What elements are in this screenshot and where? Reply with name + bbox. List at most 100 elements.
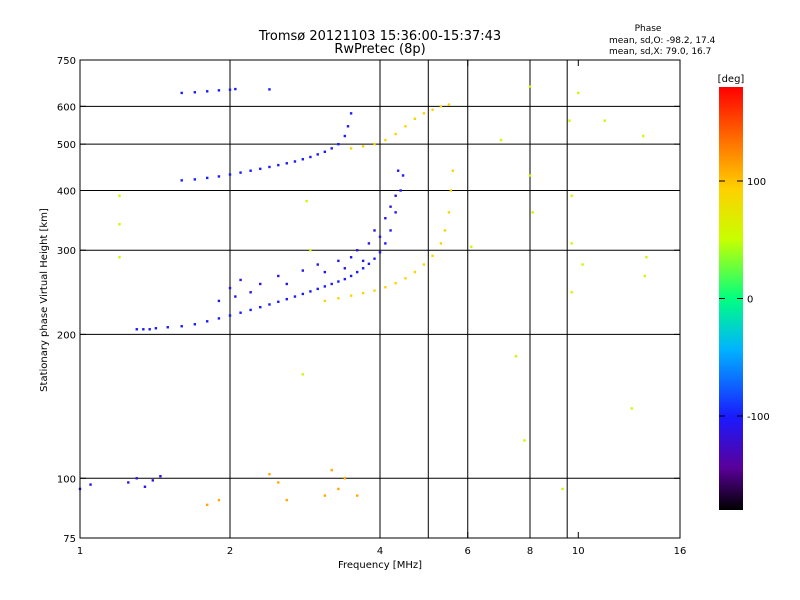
data-point-1-11 — [337, 259, 340, 263]
data-point-0-25 — [355, 270, 359, 274]
data-point-8-21 — [643, 274, 647, 278]
data-point-2-15 — [323, 150, 327, 153]
data-point-7-8 — [343, 477, 347, 480]
data-point-0-26 — [361, 267, 365, 270]
data-point-2-0 — [180, 179, 183, 182]
data-point-8-10 — [528, 174, 532, 177]
data-point-2-6 — [249, 169, 252, 172]
x-axis-ticks: 1 2 4 6 8 10 16 — [77, 60, 687, 557]
data-points — [78, 85, 648, 507]
data-point-6-4 — [143, 485, 147, 488]
data-point-5-0 — [349, 147, 353, 150]
data-point-5-4 — [394, 132, 397, 136]
data-point-6-6 — [159, 475, 162, 478]
chart-title: Tromsø 20121103 15:36:00-15:37:43 — [258, 29, 501, 44]
y-tick-label-6: 600 — [57, 102, 76, 113]
data-point-8-13 — [570, 194, 573, 197]
data-point-8-6 — [470, 245, 473, 248]
data-point-0-21 — [330, 282, 333, 286]
data-point-3-6 — [268, 88, 271, 91]
data-point-2-1 — [193, 178, 197, 181]
data-point-1-18 — [378, 235, 382, 239]
data-point-4-15 — [451, 169, 455, 172]
x-tick-label-3: 6 — [465, 546, 471, 557]
data-point-2-17 — [337, 142, 340, 146]
y-tick-label-7: 750 — [57, 56, 76, 67]
data-point-8-19 — [642, 134, 645, 138]
data-point-2-3 — [217, 175, 221, 178]
data-point-7-3 — [277, 481, 280, 484]
data-point-8-16 — [581, 263, 584, 266]
data-point-2-8 — [268, 165, 271, 169]
stats-line-o: mean, sd,O: -98.2, 17.4 — [609, 36, 716, 46]
data-point-5-10 — [447, 103, 451, 106]
data-point-4-4 — [373, 289, 376, 292]
y-axis-ticks: 75 100 200 300 400 500 600 750 — [57, 56, 680, 545]
data-point-1-3 — [239, 278, 242, 282]
data-point-1-5 — [259, 282, 262, 286]
data-point-8-9 — [523, 439, 526, 442]
data-point-1-7 — [285, 282, 288, 286]
data-point-0-19 — [316, 287, 319, 291]
data-point-5-8 — [431, 108, 434, 112]
data-point-1-17 — [373, 229, 376, 232]
data-point-0-6 — [193, 323, 197, 326]
x-tick-label-0: 1 — [77, 546, 83, 557]
data-point-0-17 — [301, 292, 305, 296]
data-point-5-1 — [361, 145, 365, 148]
data-point-7-2 — [268, 472, 271, 476]
data-point-8-5 — [301, 373, 305, 376]
data-point-1-8 — [301, 269, 305, 272]
data-point-0-4 — [166, 326, 169, 329]
data-point-0-20 — [323, 285, 327, 288]
data-point-8-11 — [531, 211, 534, 214]
data-point-6-1 — [89, 483, 92, 486]
data-point-8-24 — [568, 119, 571, 122]
data-point-1-10 — [323, 270, 327, 274]
data-point-0-7 — [205, 320, 209, 323]
data-point-3-1 — [193, 91, 197, 94]
y-tick-label-1: 100 — [57, 474, 76, 485]
data-point-1-1 — [228, 286, 232, 290]
data-point-8-17 — [603, 119, 606, 122]
data-point-5-6 — [413, 117, 417, 121]
data-point-4-12 — [443, 229, 447, 232]
data-point-0-28 — [373, 257, 376, 260]
data-point-0-13 — [268, 303, 271, 306]
x-tick-label-6: 16 — [674, 546, 687, 557]
data-point-0-15 — [285, 297, 288, 301]
data-point-0-8 — [217, 317, 221, 320]
data-point-2-12 — [301, 158, 305, 161]
data-point-2-16 — [330, 147, 333, 150]
data-point-8-0 — [118, 194, 121, 197]
data-point-8-20 — [645, 256, 648, 259]
data-point-2-9 — [277, 163, 280, 167]
data-point-7-5 — [323, 494, 327, 497]
data-point-0-18 — [309, 290, 312, 293]
data-point-5-7 — [422, 112, 426, 115]
x-tick-label-2: 4 — [377, 546, 383, 557]
data-point-0-30 — [384, 242, 387, 245]
data-point-8-7 — [499, 138, 503, 142]
data-point-3-3 — [217, 89, 221, 92]
data-point-7-0 — [205, 503, 209, 507]
data-point-1-15 — [361, 259, 365, 263]
data-point-4-3 — [361, 291, 365, 295]
data-point-0-33 — [399, 189, 402, 192]
data-point-1-22 — [396, 169, 400, 172]
data-point-1-20 — [389, 205, 392, 208]
data-point-8-8 — [514, 355, 518, 358]
data-point-1-16 — [367, 242, 371, 245]
data-point-0-22 — [337, 280, 340, 283]
data-point-0-27 — [367, 262, 371, 265]
data-point-8-22 — [577, 91, 580, 95]
data-point-3-5 — [234, 87, 237, 91]
x-axis-label: Frequency [MHz] — [338, 560, 422, 571]
data-point-2-10 — [285, 162, 288, 165]
colorbar: [deg] 100 0 -100 — [718, 74, 770, 510]
x-tick-label-4: 8 — [527, 546, 533, 557]
data-point-1-19 — [384, 217, 387, 220]
data-point-2-19 — [346, 125, 350, 128]
data-point-0-11 — [249, 308, 252, 312]
